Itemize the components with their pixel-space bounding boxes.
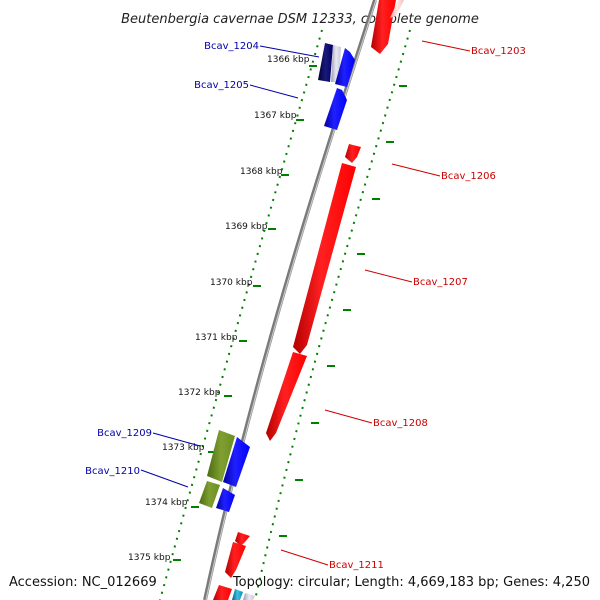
gene-neighbor-pale bbox=[390, 0, 404, 18]
tick-label: 1375 kbp bbox=[128, 553, 171, 563]
reverse-strand-genes bbox=[199, 43, 355, 512]
gene-bcav-1206[interactable] bbox=[345, 144, 361, 163]
tick-label: 1371 kbp bbox=[195, 333, 238, 343]
tick-label: 1368 kbp bbox=[240, 167, 283, 177]
label-leaders bbox=[140, 40, 471, 566]
topology-text: Topology: circular; Length: 4,669,183 bp… bbox=[232, 575, 590, 590]
gene-bcav-1211[interactable] bbox=[235, 532, 250, 546]
gene-label-bcav-1211[interactable]: Bcav_1211 bbox=[329, 560, 384, 571]
gene-bcav-1205[interactable] bbox=[324, 88, 347, 130]
gene-labels: Bcav_1203 Bcav_1206 Bcav_1207 Bcav_1208 … bbox=[85, 41, 526, 571]
gene-blue-lower[interactable] bbox=[216, 488, 235, 512]
gene-label-bcav-1204[interactable]: Bcav_1204 bbox=[204, 41, 259, 52]
gene-bottom-cyan bbox=[232, 589, 243, 600]
tick-label: 1370 kbp bbox=[210, 278, 253, 288]
gene-label-bcav-1210[interactable]: Bcav_1210 bbox=[85, 466, 140, 477]
gene-label-bcav-1207[interactable]: Bcav_1207 bbox=[413, 277, 468, 288]
gene-label-bcav-1208[interactable]: Bcav_1208 bbox=[373, 418, 428, 429]
gene-label-bcav-1205[interactable]: Bcav_1205 bbox=[194, 80, 249, 91]
tick-label: 1369 kbp bbox=[225, 222, 268, 232]
gene-bcav-1204[interactable] bbox=[318, 43, 333, 82]
gene-label-bcav-1206[interactable]: Bcav_1206 bbox=[441, 171, 496, 182]
reverse-dotted-track bbox=[159, 29, 323, 600]
major-ticks bbox=[173, 65, 407, 561]
gene-blue-middle[interactable] bbox=[223, 437, 250, 487]
gene-label-bcav-1209[interactable]: Bcav_1209 bbox=[97, 428, 152, 439]
gene-bcav-1209[interactable] bbox=[207, 430, 235, 482]
gene-bottom-red bbox=[213, 585, 232, 600]
tick-label: 1367 kbp bbox=[254, 111, 297, 121]
tick-label: 1373 kbp bbox=[162, 443, 205, 453]
gene-bcav-1210[interactable] bbox=[199, 481, 220, 508]
gene-bcav-1203[interactable] bbox=[371, 0, 396, 54]
gene-bcav-1208[interactable] bbox=[266, 352, 307, 441]
map-title: Beutenbergia cavernae DSM 12333, complet… bbox=[121, 12, 479, 27]
gene-bottom-pale bbox=[243, 593, 255, 600]
gene-bcav-1211-body bbox=[225, 542, 246, 578]
gene-blue-upper[interactable] bbox=[335, 48, 355, 87]
gene-bcav-1207[interactable] bbox=[293, 163, 356, 354]
accession-text: Accession: NC_012669 bbox=[9, 575, 157, 590]
gene-label-bcav-1203[interactable]: Bcav_1203 bbox=[471, 46, 526, 57]
tick-label: 1372 kbp bbox=[178, 388, 221, 398]
tick-label: 1366 kbp bbox=[267, 55, 310, 65]
tick-label: 1374 kbp bbox=[145, 498, 188, 508]
forward-dotted-track bbox=[254, 29, 411, 600]
forward-strand-genes bbox=[213, 0, 404, 600]
tick-labels: 1366 kbp 1367 kbp 1368 kbp 1369 kbp 1370… bbox=[128, 55, 310, 563]
